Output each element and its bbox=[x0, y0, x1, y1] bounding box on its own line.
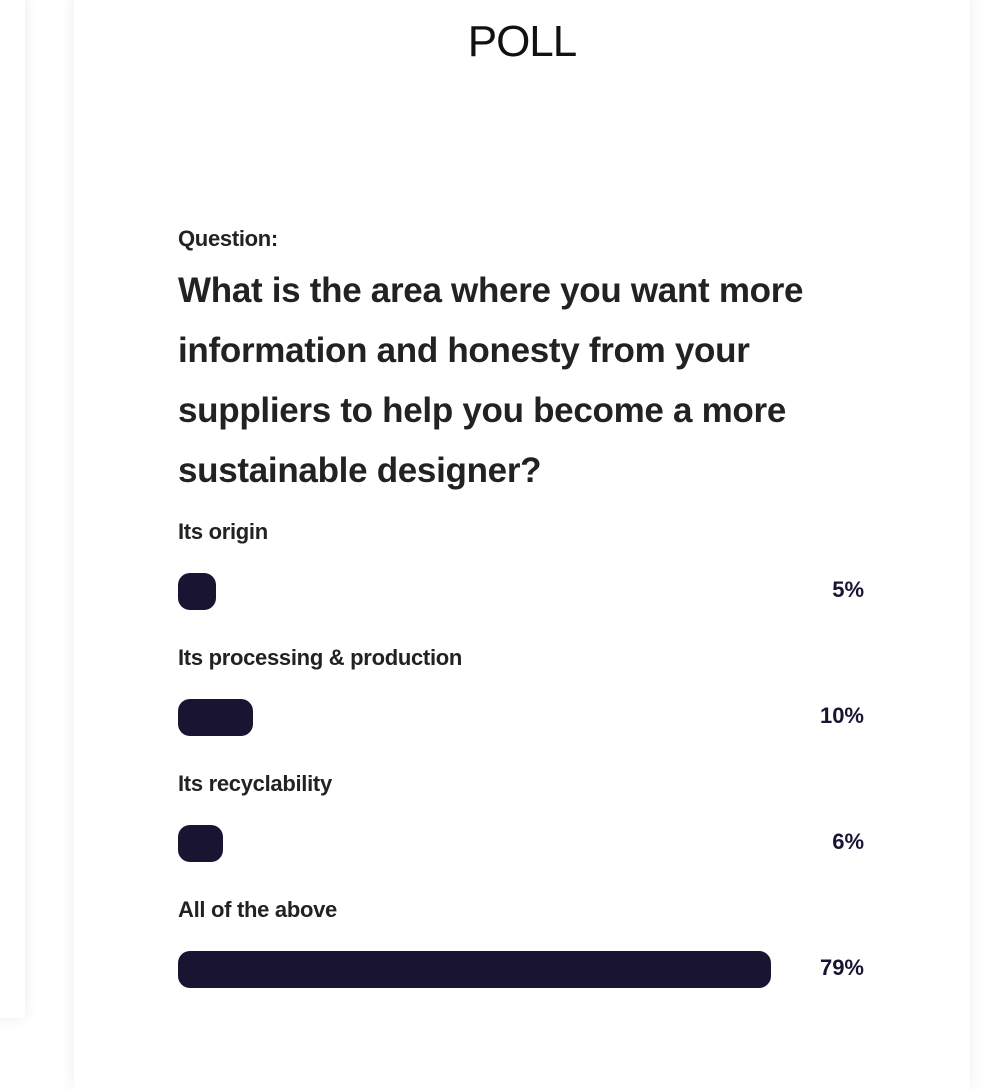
option-bar bbox=[178, 825, 223, 862]
question-label: Question: bbox=[178, 226, 278, 251]
poll-card: POLL Question: What is the area where yo… bbox=[74, 0, 970, 1090]
option-bar bbox=[178, 573, 216, 610]
option-label: Its origin bbox=[178, 519, 268, 544]
poll-option: Its recyclability 6% bbox=[178, 769, 878, 895]
question-text: What is the area where you want more inf… bbox=[178, 271, 804, 490]
option-label: Its recyclability bbox=[178, 771, 332, 796]
poll-option: Its processing & production 10% bbox=[178, 643, 878, 769]
option-bar bbox=[178, 951, 771, 988]
option-percent: 10% bbox=[819, 703, 864, 728]
poll-option: Its origin 5% bbox=[178, 517, 878, 643]
poll-content: Question: What is the area where you wan… bbox=[178, 224, 878, 1021]
option-percent: 6% bbox=[832, 829, 864, 854]
side-card bbox=[0, 0, 25, 1018]
option-label: All of the above bbox=[178, 897, 337, 922]
poll-options: Its origin 5% Its processing & productio… bbox=[178, 517, 878, 1021]
poll-title: POLL bbox=[467, 17, 578, 66]
poll-option: All of the above 79% bbox=[178, 895, 878, 1021]
option-percent: 79% bbox=[819, 955, 864, 980]
option-bar bbox=[178, 699, 253, 736]
option-percent: 5% bbox=[832, 577, 864, 602]
option-label: Its processing & production bbox=[178, 645, 463, 670]
